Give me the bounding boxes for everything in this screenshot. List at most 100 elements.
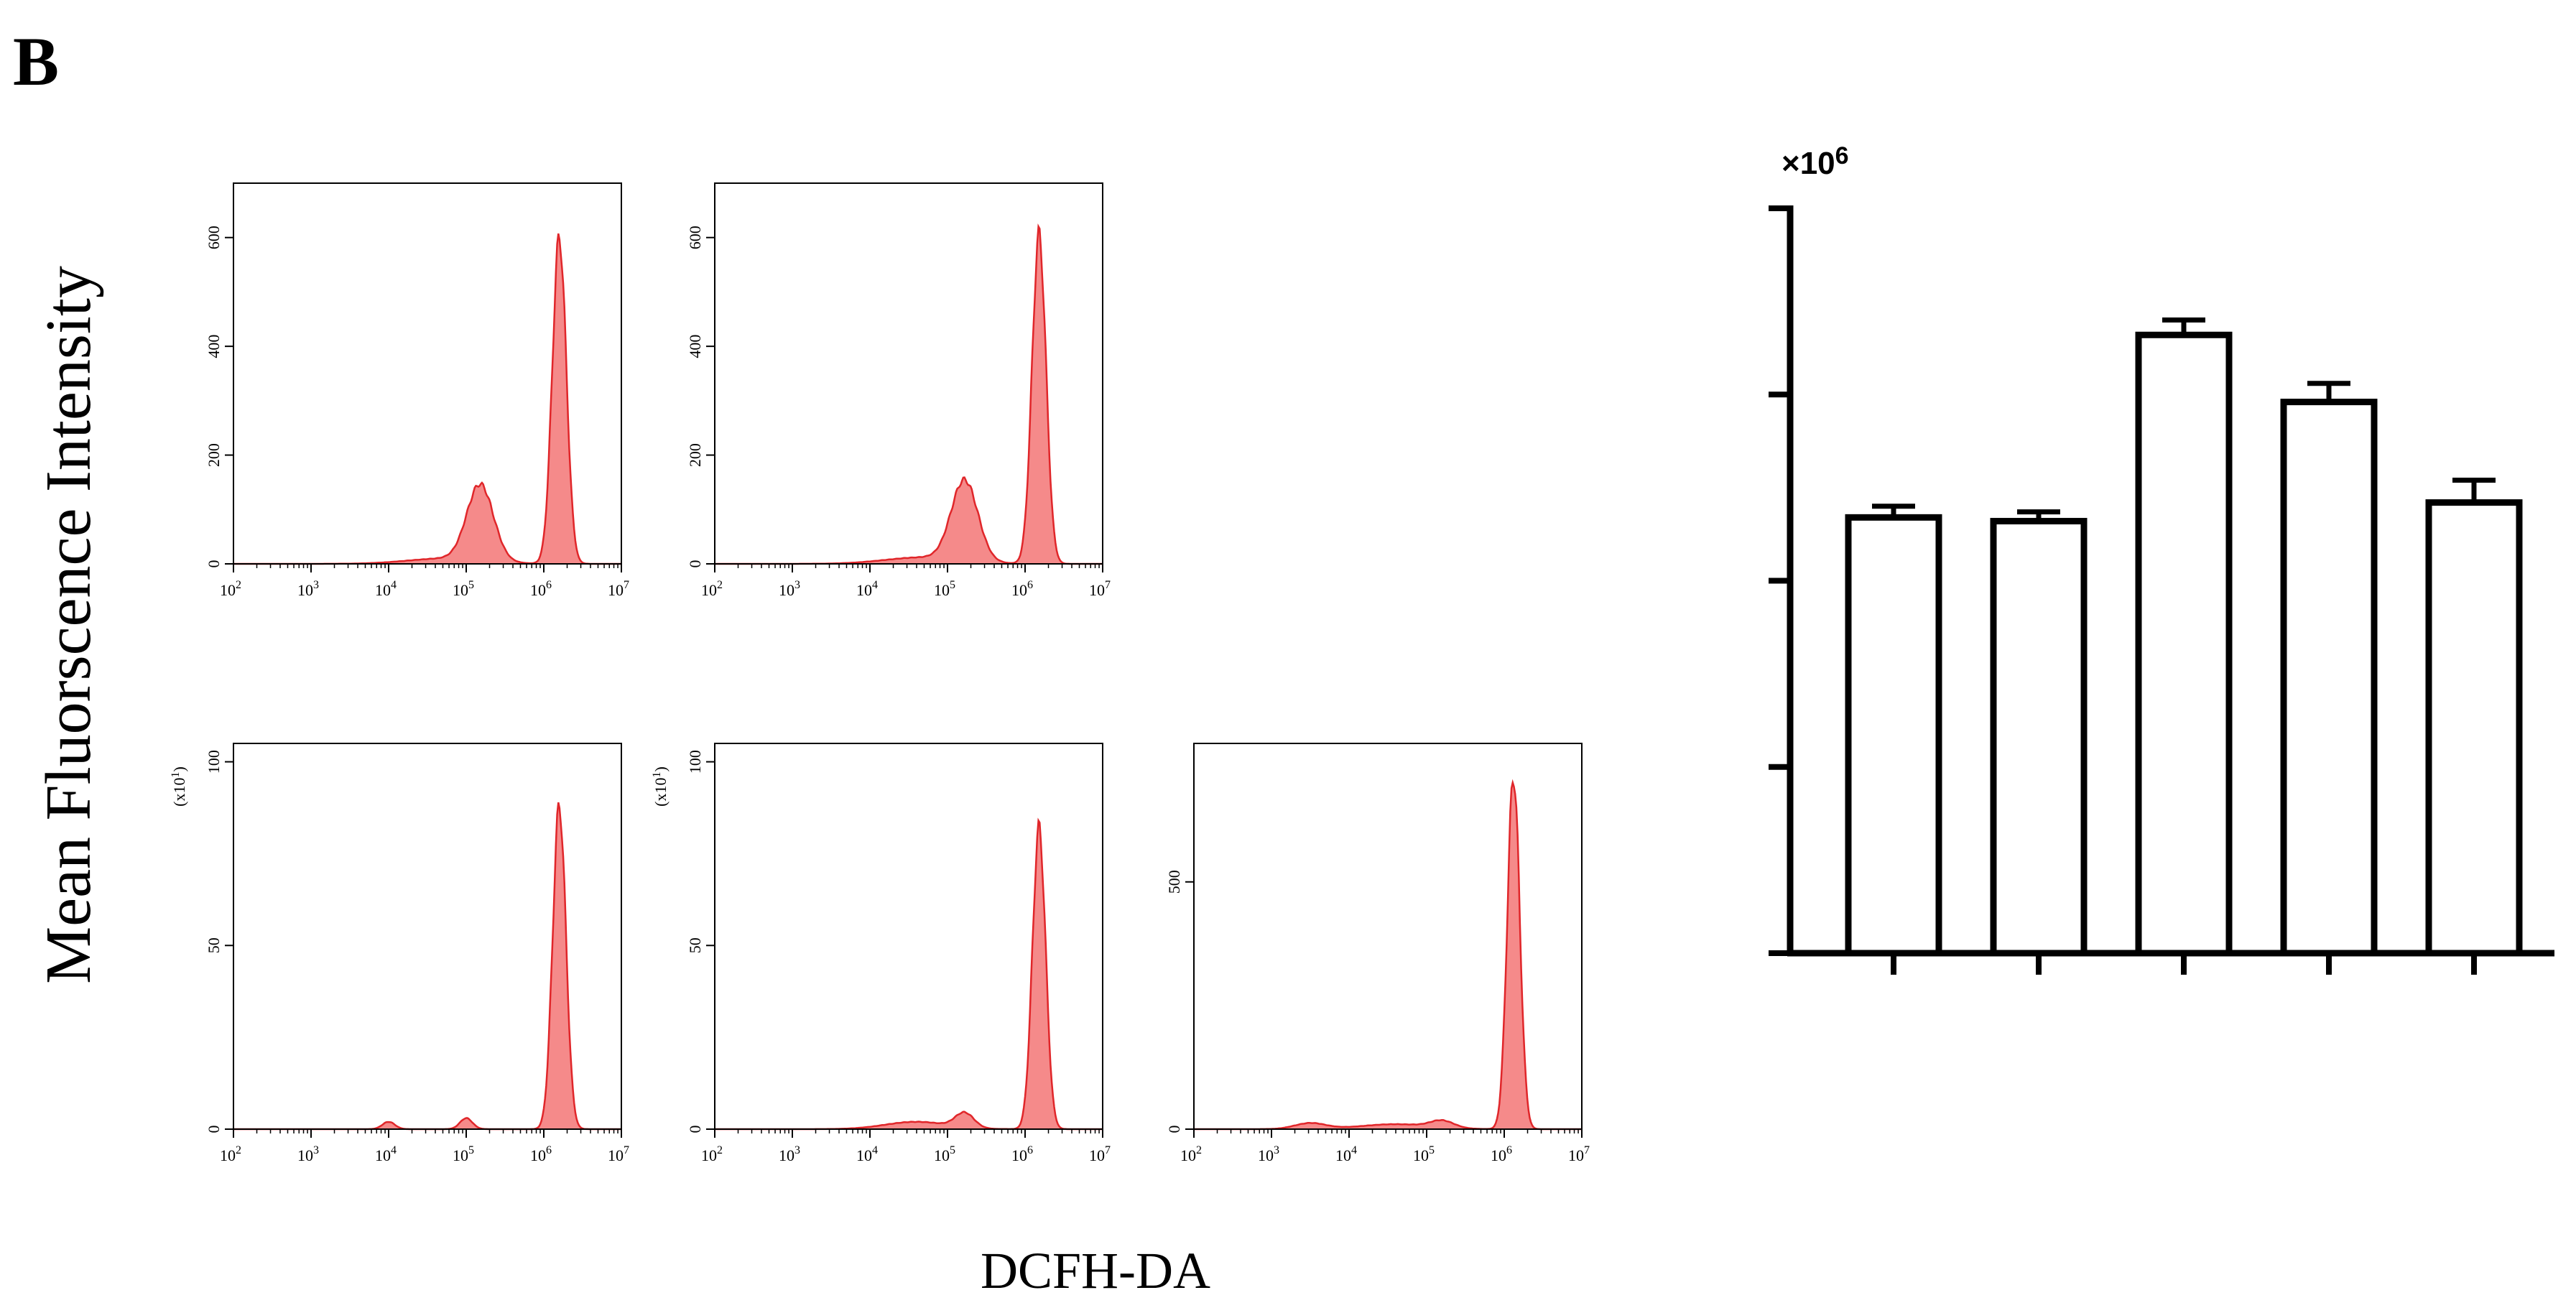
x-tick-base: 10: [375, 1146, 391, 1164]
x-tick-exponent: 5: [950, 1144, 955, 1156]
x-tick-exponent: 2: [717, 1144, 723, 1156]
y-multiplier-base: (x10: [652, 778, 670, 807]
y-multiplier-close: ): [652, 766, 670, 771]
y-tick-label: 0: [686, 1126, 704, 1133]
x-tick-exponent: 3: [1274, 1144, 1279, 1156]
x-tick-exponent: 4: [391, 579, 397, 591]
x-tick-label: 102: [701, 1144, 723, 1164]
x-tick-base: 10: [1413, 1146, 1429, 1164]
plot-frame: [1193, 743, 1583, 1130]
x-tick-base: 10: [856, 1146, 872, 1164]
y-tick-label: 400: [686, 335, 704, 358]
bar: [1845, 514, 1942, 957]
x-tick-label: 104: [856, 1144, 878, 1164]
x-tick-exponent: 6: [1027, 1144, 1033, 1156]
x-tick-label: 104: [375, 579, 397, 599]
x-tick-base: 10: [1089, 581, 1105, 599]
bar: [2425, 499, 2523, 957]
histogram-fill: [1194, 782, 1582, 1129]
x-tick-exponent: 3: [794, 579, 800, 591]
y-tick-label: 200: [686, 443, 704, 467]
mfi-bar-chart: ×106: [1769, 142, 2554, 975]
x-tick-exponent: 3: [313, 1144, 319, 1156]
bar-y-multiplier-exponent: 6: [1835, 142, 1849, 170]
histogram-fill: [715, 226, 1103, 564]
x-tick-exponent: 6: [546, 579, 552, 591]
x-tick-base: 10: [608, 581, 624, 599]
y-tick-label: 100: [205, 750, 223, 774]
x-tick-base: 10: [856, 581, 872, 599]
x-tick-label: 102: [701, 579, 723, 599]
x-tick-base: 10: [608, 1146, 624, 1164]
y-tick-label: 500: [1165, 870, 1183, 894]
x-tick-base: 10: [453, 1146, 468, 1164]
plot-frame: [714, 743, 1103, 1130]
x-tick-base: 10: [701, 581, 717, 599]
x-tick-label: 106: [1011, 1144, 1033, 1164]
plot-frame: [714, 182, 1103, 565]
x-tick-label: 106: [530, 579, 552, 599]
x-tick-base: 10: [701, 1146, 717, 1164]
x-tick-base: 10: [779, 581, 794, 599]
y-multiplier: (x101): [651, 766, 670, 807]
x-tick-label: 102: [220, 1144, 241, 1164]
bar: [2280, 399, 2378, 957]
x-tick-base: 10: [297, 581, 313, 599]
x-tick-base: 10: [779, 1146, 794, 1164]
plot-frame: [233, 743, 622, 1130]
histogram-fill: [715, 820, 1103, 1129]
y-multiplier-exponent: 1: [170, 772, 182, 778]
x-tick-label: 103: [297, 1144, 319, 1164]
x-tick-label: 103: [1258, 1144, 1279, 1164]
y-tick-label: 100: [686, 750, 704, 774]
x-tick-exponent: 4: [872, 1144, 878, 1156]
plot-frame: [233, 182, 622, 565]
x-tick-label: 107: [1089, 579, 1111, 599]
x-tick-label: 105: [934, 579, 955, 599]
y-tick-label: 0: [686, 560, 704, 568]
x-tick-exponent: 2: [1196, 1144, 1202, 1156]
x-tick-exponent: 7: [624, 1144, 629, 1156]
x-tick-label: 107: [608, 1144, 629, 1164]
x-tick-exponent: 4: [1351, 1144, 1357, 1156]
x-tick-label: 106: [1491, 1144, 1512, 1164]
x-tick-label: 106: [1011, 579, 1033, 599]
x-tick-base: 10: [1335, 1146, 1351, 1164]
x-tick-exponent: 2: [717, 579, 723, 591]
x-tick-exponent: 2: [236, 1144, 241, 1156]
x-tick-base: 10: [1011, 581, 1027, 599]
x-tick-label: 103: [779, 579, 800, 599]
x-tick-base: 10: [1258, 1146, 1274, 1164]
x-tick-label: 107: [1568, 1144, 1590, 1164]
x-tick-base: 10: [530, 581, 546, 599]
x-tick-exponent: 5: [468, 579, 474, 591]
x-tick-label: 107: [608, 579, 629, 599]
x-tick-base: 10: [1011, 1146, 1027, 1164]
x-tick-base: 10: [1180, 1146, 1196, 1164]
y-tick-label: 50: [686, 937, 704, 953]
x-tick-base: 10: [453, 581, 468, 599]
y-multiplier: (x101): [170, 766, 188, 807]
y-tick-label: 0: [205, 560, 223, 568]
x-tick-base: 10: [220, 581, 236, 599]
x-tick-exponent: 5: [950, 579, 955, 591]
x-tick-exponent: 4: [872, 579, 878, 591]
bar: [1990, 518, 2088, 957]
shared-x-axis-label: DCFH-DA: [981, 1242, 1210, 1299]
x-tick-label: 104: [1335, 1144, 1357, 1164]
x-tick-label: 107: [1089, 1144, 1111, 1164]
x-tick-label: 102: [220, 579, 241, 599]
x-tick-exponent: 3: [313, 579, 319, 591]
x-tick-label: 104: [856, 579, 878, 599]
y-multiplier-base: (x10: [170, 778, 188, 807]
x-tick-exponent: 2: [236, 579, 241, 591]
y-tick-label: 50: [205, 937, 223, 953]
x-tick-label: 103: [779, 1144, 800, 1164]
x-tick-exponent: 5: [1429, 1144, 1435, 1156]
